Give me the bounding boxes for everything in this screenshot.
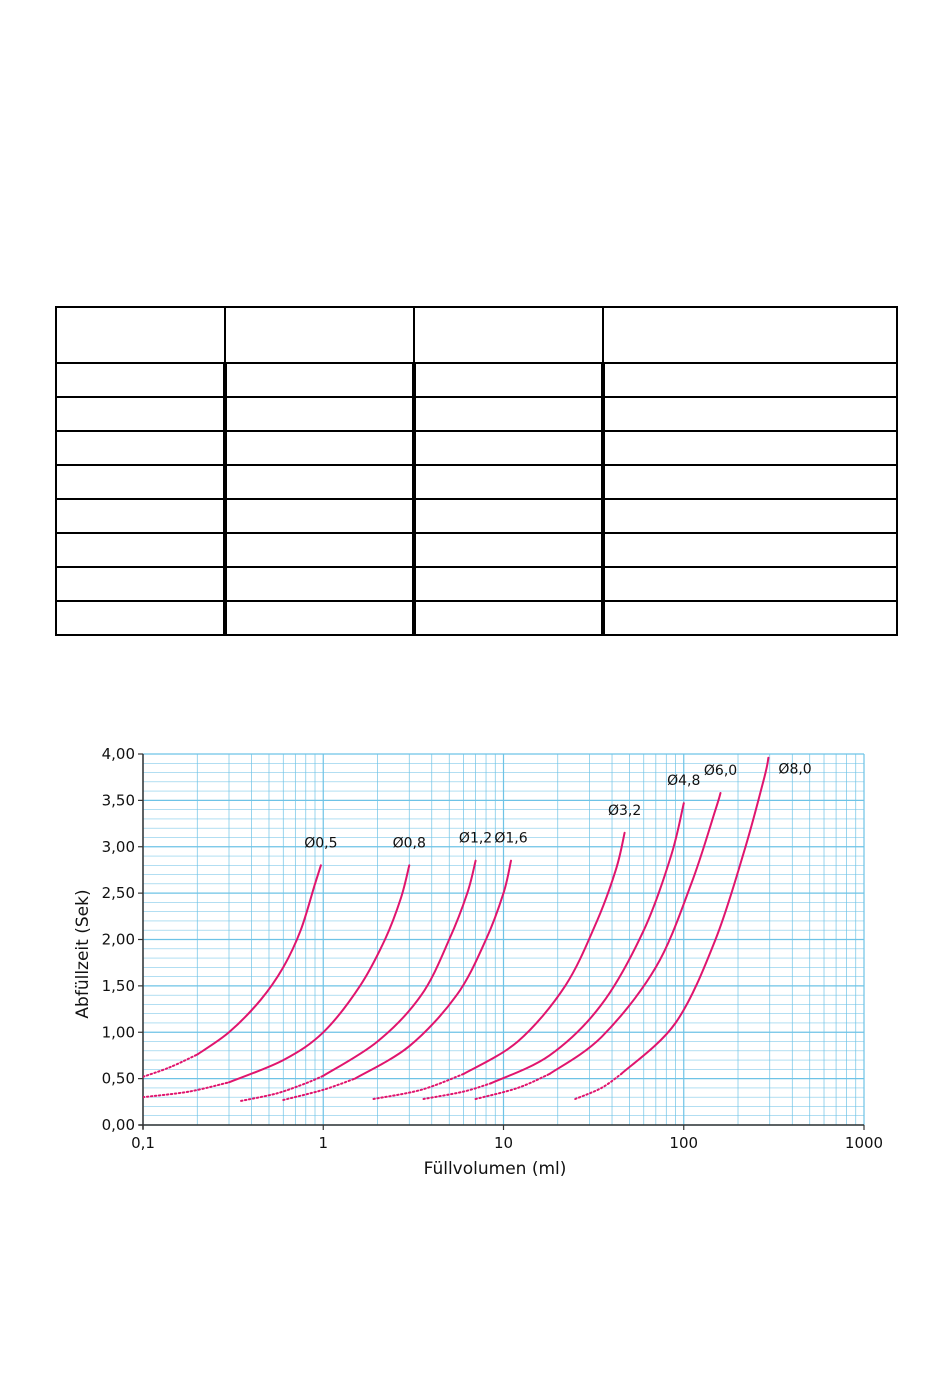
curve-label: Ø6,0 — [704, 763, 737, 779]
table-cell — [412, 566, 604, 602]
table-cell — [55, 498, 226, 534]
x-axis-title: Füllvolumen (ml) — [424, 1159, 567, 1179]
table-cell — [223, 396, 415, 432]
table-cell — [601, 532, 898, 568]
x-tick-label: 0,1 — [131, 1134, 155, 1152]
curve-label: Ø0,8 — [393, 835, 426, 851]
table-cell — [55, 362, 226, 398]
table-cell — [223, 362, 415, 398]
curve-label: Ø8,0 — [778, 762, 811, 778]
table-row — [55, 498, 898, 534]
table-cell — [55, 600, 226, 636]
table-row — [55, 532, 898, 568]
table-cell — [224, 306, 415, 364]
x-tick-label: 100 — [669, 1134, 698, 1152]
x-tick-label: 1 — [318, 1134, 328, 1152]
table-cell — [55, 306, 226, 364]
curve-solid-segment — [354, 859, 512, 1080]
curve-dotted-segment — [240, 1074, 325, 1102]
table-row — [55, 464, 898, 500]
table-cell — [223, 430, 415, 466]
curve-label: Ø1,2 — [459, 831, 492, 847]
table-cell — [602, 306, 898, 364]
y-tick-label: 3,00 — [102, 838, 135, 856]
table-cell — [223, 532, 415, 568]
table-row — [55, 362, 898, 398]
curve-solid-segment — [462, 831, 626, 1075]
table-cell — [601, 464, 898, 500]
chart-axes: 0,00 0,50 1,00 1,50 2,00 2,50 3,00 3,50 4,00 0,1 1… — [102, 745, 884, 1152]
x-tick-label: 10 — [494, 1134, 513, 1152]
curve-dotted-segment — [474, 1073, 551, 1100]
table-cell — [55, 396, 226, 432]
table-cell — [55, 430, 226, 466]
y-axis-title: Abfüllzeit (Sek) — [73, 889, 93, 1018]
curve-solid-segment — [228, 864, 411, 1084]
table-cell — [412, 430, 604, 466]
curve-dotted-segment — [574, 1073, 623, 1100]
curve-dotted-segment — [282, 1077, 356, 1101]
curve-solid-segment — [548, 792, 722, 1075]
table-cell — [412, 498, 604, 534]
chart-curves — [143, 756, 770, 1102]
table-cell — [413, 306, 604, 364]
curve-dotted-segment — [143, 1053, 199, 1078]
y-tick-label: 2,00 — [102, 931, 135, 949]
table-cell — [223, 464, 415, 500]
y-tick-label: 2,50 — [102, 884, 135, 902]
table-cell — [412, 464, 604, 500]
curve-dotted-segment — [372, 1073, 465, 1100]
empty-data-table — [55, 306, 898, 636]
curve-label: Ø1,6 — [494, 831, 527, 847]
table-cell — [55, 566, 226, 602]
curve-label: Ø0,5 — [304, 835, 337, 851]
curve-solid-segment — [489, 802, 685, 1085]
x-tick-label: 1000 — [845, 1134, 883, 1152]
table-cell — [223, 498, 415, 534]
chart-curve-labels: Ø0,5 Ø0,8 Ø1,2 Ø1,6 Ø3,2 Ø4,8Ø6,0 Ø8,0 — [304, 762, 812, 852]
curve-solid-segment — [196, 864, 322, 1056]
table-cell — [601, 396, 898, 432]
table-row — [55, 430, 898, 466]
table-cell — [601, 600, 898, 636]
table-cell — [412, 532, 604, 568]
table-cell — [601, 498, 898, 534]
y-tick-label: 1,50 — [102, 977, 135, 995]
table-cell — [412, 600, 604, 636]
table-cell — [412, 396, 604, 432]
table-cell — [223, 566, 415, 602]
table-row — [55, 600, 898, 636]
table-header-row — [55, 306, 898, 364]
y-tick-label: 0,00 — [102, 1116, 135, 1134]
y-tick-label: 4,00 — [102, 745, 135, 763]
table-row — [55, 566, 898, 602]
table-cell — [601, 430, 898, 466]
table-cell — [55, 532, 226, 568]
curve-label: Ø4,8 — [667, 773, 700, 789]
table-cell — [412, 362, 604, 398]
table-cell — [55, 464, 226, 500]
table-row — [55, 396, 898, 432]
curve-solid-segment — [322, 859, 477, 1077]
y-tick-label: 0,50 — [102, 1070, 135, 1088]
curve-dotted-segment — [422, 1082, 492, 1100]
table-cell — [601, 566, 898, 602]
table-cell — [223, 600, 415, 636]
curve-dotted-segment — [143, 1081, 230, 1099]
y-tick-label: 3,50 — [102, 791, 135, 809]
table-cell — [601, 362, 898, 398]
curve-label: Ø3,2 — [608, 803, 641, 819]
y-tick-label: 1,00 — [102, 1023, 135, 1041]
chart-grid — [142, 753, 865, 1126]
curve-solid-segment — [620, 756, 770, 1075]
